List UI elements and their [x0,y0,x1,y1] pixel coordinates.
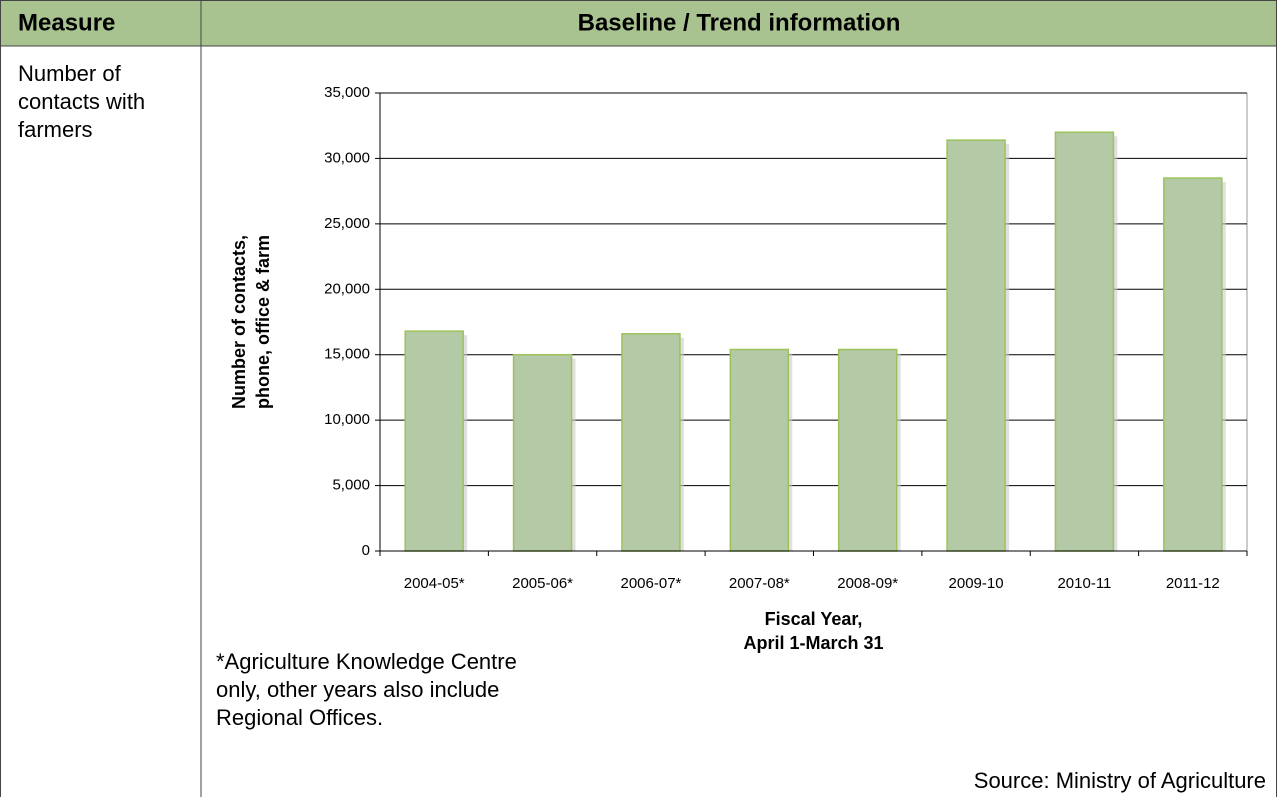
x-tick-label: 2006-07* [620,575,681,592]
x-tick-label: 2011-12 [1166,575,1220,592]
header-bg [0,0,1277,46]
y-tick-label: 20,000 [324,280,370,297]
footnote: Regional Offices. [216,705,383,730]
x-tick-label: 2010-11 [1057,575,1111,592]
measure-text: farmers [18,117,93,142]
bar [404,330,464,552]
y-axis-label: Number of contacts, [229,235,249,409]
bar [946,139,1006,552]
header-cell: Baseline / Trend information [578,9,901,36]
x-tick-label: 2007-08* [729,575,790,592]
footnote: only, other years also include [216,677,499,702]
measure-text: contacts with [18,89,145,114]
y-tick-label: 35,000 [324,84,370,101]
bar [621,333,681,552]
bar [837,348,898,552]
bar [729,348,790,552]
y-tick-label: 5,000 [332,477,370,494]
x-tick-label: 2008-09* [837,575,898,592]
x-tick-label: 2005-06* [512,575,573,592]
y-axis-label: phone, office & farm [253,235,273,409]
bar [1054,131,1115,552]
x-tick-label: 2004-05* [404,575,465,592]
measure-text: Number of [18,61,122,86]
x-axis-label: Fiscal Year, [765,609,863,629]
bar [1163,177,1223,552]
x-tick-label: 2009-10 [949,575,1004,592]
y-tick-label: 10,000 [324,411,370,428]
bar [512,353,573,552]
header-cell: Measure [18,9,115,36]
y-tick-label: 30,000 [324,149,370,166]
source: Source: Ministry of Agriculture [974,768,1266,793]
y-tick-label: 0 [362,542,370,559]
y-tick-label: 15,000 [324,346,370,363]
x-axis-label: April 1-March 31 [743,633,883,653]
footnote: *Agriculture Knowledge Centre [216,649,517,674]
y-tick-label: 25,000 [324,215,370,232]
